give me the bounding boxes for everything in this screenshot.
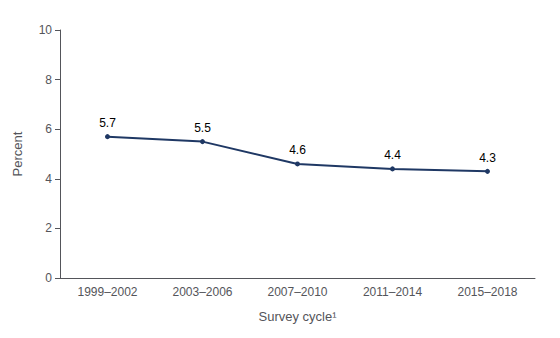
svg-text:0: 0 xyxy=(45,271,52,285)
svg-text:4.4: 4.4 xyxy=(384,148,401,162)
svg-text:2: 2 xyxy=(45,221,52,235)
svg-text:5.7: 5.7 xyxy=(99,116,116,130)
svg-text:6: 6 xyxy=(45,122,52,136)
svg-text:2011–2014: 2011–2014 xyxy=(363,285,423,299)
svg-text:5.5: 5.5 xyxy=(194,121,211,135)
svg-text:4: 4 xyxy=(45,172,52,186)
svg-text:8: 8 xyxy=(45,73,52,87)
svg-text:4.3: 4.3 xyxy=(479,151,496,165)
svg-text:2015–2018: 2015–2018 xyxy=(457,285,517,299)
svg-text:10: 10 xyxy=(39,23,53,37)
svg-text:2007–2010: 2007–2010 xyxy=(267,285,327,299)
svg-text:Survey cycle¹: Survey cycle¹ xyxy=(258,309,337,324)
svg-text:4.6: 4.6 xyxy=(289,143,306,157)
svg-text:2003–2006: 2003–2006 xyxy=(172,285,232,299)
svg-text:Percent: Percent xyxy=(10,131,25,176)
svg-text:1999–2002: 1999–2002 xyxy=(77,285,137,299)
